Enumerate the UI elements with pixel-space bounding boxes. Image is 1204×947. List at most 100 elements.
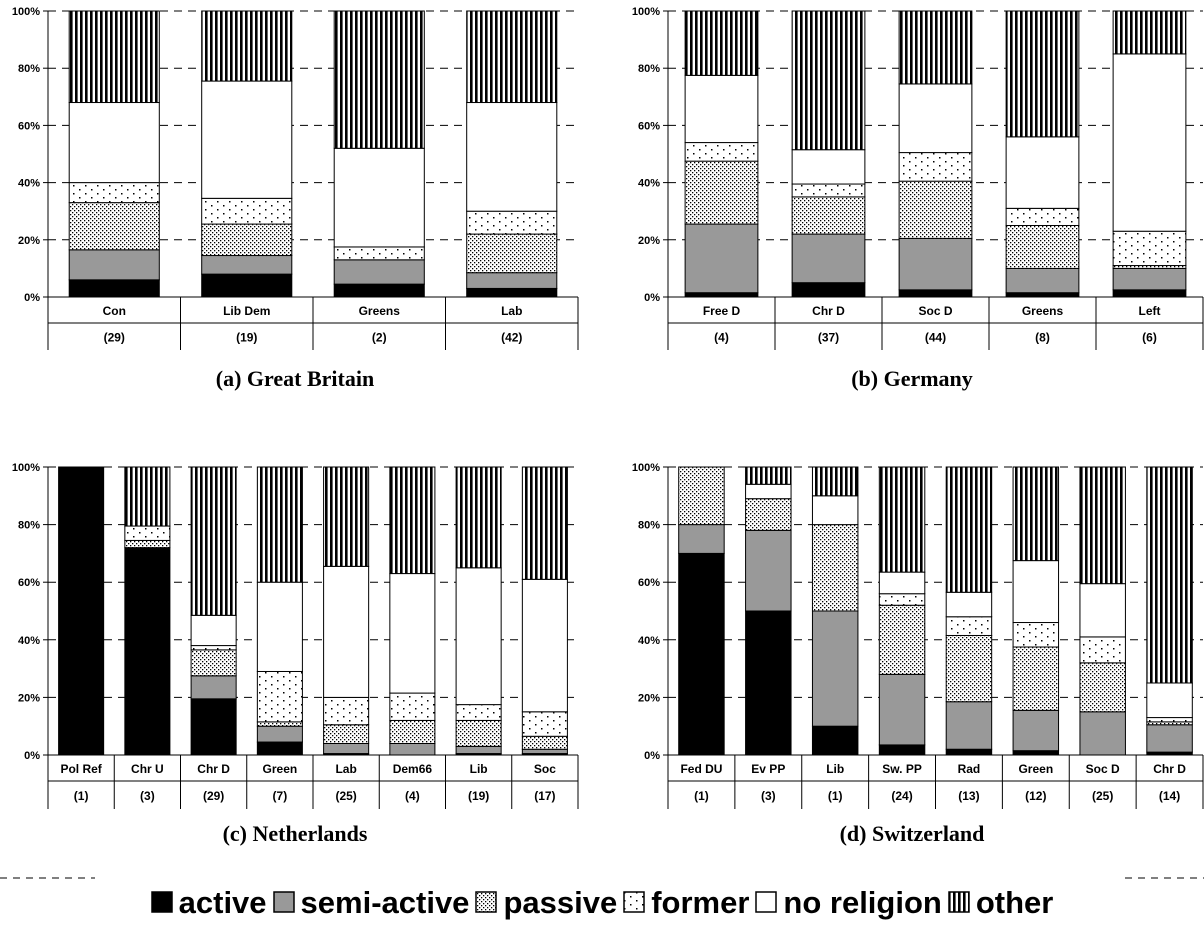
bar-chr-d-other bbox=[791, 10, 866, 151]
category-label: Free D bbox=[703, 304, 741, 318]
count-label: (29) bbox=[203, 789, 224, 803]
bar-green-passive bbox=[1012, 646, 1060, 711]
bar-lab-no-religion bbox=[466, 102, 558, 212]
bar-dem66-former bbox=[389, 692, 436, 721]
bar-green-no-religion bbox=[256, 581, 303, 672]
bar-sw-pp-former bbox=[878, 593, 926, 606]
category-label: Lab bbox=[335, 762, 356, 776]
category-label: Green bbox=[1018, 762, 1053, 776]
count-label: (44) bbox=[925, 331, 946, 345]
legend-item-active: active bbox=[150, 885, 267, 921]
bar-rad-semi-active bbox=[945, 701, 993, 750]
bar-chr-u-passive bbox=[124, 539, 171, 549]
category-label: Chr D bbox=[812, 304, 845, 318]
count-label: (8) bbox=[1035, 331, 1050, 345]
y-tick-label: 40% bbox=[18, 178, 40, 190]
bar-con-passive bbox=[68, 202, 160, 251]
bar-green-passive bbox=[256, 721, 303, 727]
bar-con-former bbox=[68, 182, 160, 204]
count-label: (19) bbox=[468, 789, 489, 803]
category-label: Chr U bbox=[131, 762, 164, 776]
category-label: Chr D bbox=[197, 762, 230, 776]
bar-chr-d-no-religion bbox=[791, 149, 866, 185]
count-label: (42) bbox=[501, 331, 522, 345]
bar-rad-active bbox=[945, 748, 993, 756]
bar-lib-passive bbox=[811, 524, 859, 612]
bar-chr-d-no-religion bbox=[1146, 682, 1193, 719]
bar-chr-d-other bbox=[190, 466, 237, 616]
legend-item-passive: passive bbox=[475, 885, 617, 921]
bar-lib-semi-active bbox=[455, 745, 502, 755]
category-label: Greens bbox=[359, 304, 401, 318]
count-label: (1) bbox=[694, 789, 709, 803]
legend-item-semi: semi-active bbox=[272, 885, 469, 921]
bar-green-semi-active bbox=[256, 725, 303, 743]
bar-sw-pp-passive bbox=[878, 604, 926, 675]
bar-rad-former bbox=[945, 616, 993, 636]
bar-chr-d-semi-active bbox=[190, 675, 237, 700]
bar-free-d-semi-active bbox=[684, 223, 759, 294]
bar-left-no-religion bbox=[1112, 53, 1187, 232]
count-label: (24) bbox=[891, 789, 912, 803]
bar-lib-dem-active bbox=[201, 273, 293, 298]
bar-sw-pp-active bbox=[878, 744, 926, 756]
bar-lib-no-religion bbox=[811, 495, 859, 526]
count-label: (7) bbox=[273, 789, 288, 803]
count-label: (3) bbox=[140, 789, 155, 803]
bar-green-active bbox=[256, 741, 303, 756]
count-label: (4) bbox=[405, 789, 420, 803]
bar-free-d-passive bbox=[684, 160, 759, 225]
y-tick-label: 40% bbox=[638, 178, 660, 190]
bar-soc-d-semi-active bbox=[898, 237, 973, 291]
bar-con-other bbox=[68, 10, 160, 104]
bar-free-d-other bbox=[684, 10, 759, 76]
y-tick-label: 100% bbox=[12, 462, 40, 474]
count-label: (37) bbox=[818, 331, 839, 345]
legend-label: passive bbox=[503, 885, 618, 920]
bar-rad-other bbox=[945, 466, 993, 593]
bar-greens-semi-active bbox=[1005, 267, 1080, 294]
category-label: Chr D bbox=[1153, 762, 1186, 776]
bar-soc-d-active bbox=[898, 289, 973, 298]
bar-sw-pp-semi-active bbox=[878, 673, 926, 746]
bar-soc-d-passive bbox=[1079, 662, 1126, 713]
bar-lib-other bbox=[455, 466, 502, 569]
legend-swatch-other bbox=[948, 891, 970, 913]
bar-soc-d-other bbox=[898, 10, 973, 85]
bar-soc-semi-active bbox=[521, 748, 568, 755]
bar-sw-pp-other bbox=[878, 466, 926, 573]
count-label: (25) bbox=[335, 789, 356, 803]
bar-green-other bbox=[1012, 466, 1060, 562]
caption-netherlands: (c) Netherlands bbox=[222, 821, 368, 846]
y-tick-label: 40% bbox=[18, 635, 40, 647]
bar-greens-active bbox=[333, 283, 425, 298]
bar-lib-dem-passive bbox=[201, 223, 293, 257]
category-label: Soc bbox=[534, 762, 556, 776]
bar-green-active bbox=[1012, 750, 1060, 756]
bar-lib-active bbox=[811, 725, 859, 756]
bar-chr-d-active bbox=[791, 282, 866, 298]
category-label: Fed DU bbox=[680, 762, 722, 776]
bar-lab-passive bbox=[466, 233, 558, 274]
y-tick-label: 100% bbox=[632, 462, 660, 474]
bar-chr-d-active bbox=[190, 698, 237, 756]
count-label: (17) bbox=[534, 789, 555, 803]
bar-green-former bbox=[256, 670, 303, 723]
bar-lab-former bbox=[323, 696, 370, 726]
category-label: Sw. PP bbox=[882, 762, 922, 776]
bar-lib-no-religion bbox=[455, 567, 502, 706]
y-tick-label: 80% bbox=[638, 63, 660, 75]
bar-lab-other bbox=[466, 10, 558, 104]
bar-left-semi-active bbox=[1112, 267, 1187, 291]
count-label: (1) bbox=[74, 789, 89, 803]
bar-left-other bbox=[1112, 10, 1187, 55]
bar-chr-d-former bbox=[791, 183, 866, 198]
chart-switzerland: 0% 20% 40% 60% 80% 100% Fed DU (1) Ev PP (3) Lib (1… bbox=[632, 462, 1204, 809]
bar-chr-d-no-religion bbox=[190, 614, 237, 647]
bar-lab-passive bbox=[323, 724, 370, 744]
count-label: (14) bbox=[1159, 789, 1180, 803]
category-label: Greens bbox=[1022, 304, 1064, 318]
bar-sw-pp-no-religion bbox=[878, 571, 926, 595]
y-tick-label: 100% bbox=[12, 6, 40, 18]
count-label: (12) bbox=[1025, 789, 1046, 803]
